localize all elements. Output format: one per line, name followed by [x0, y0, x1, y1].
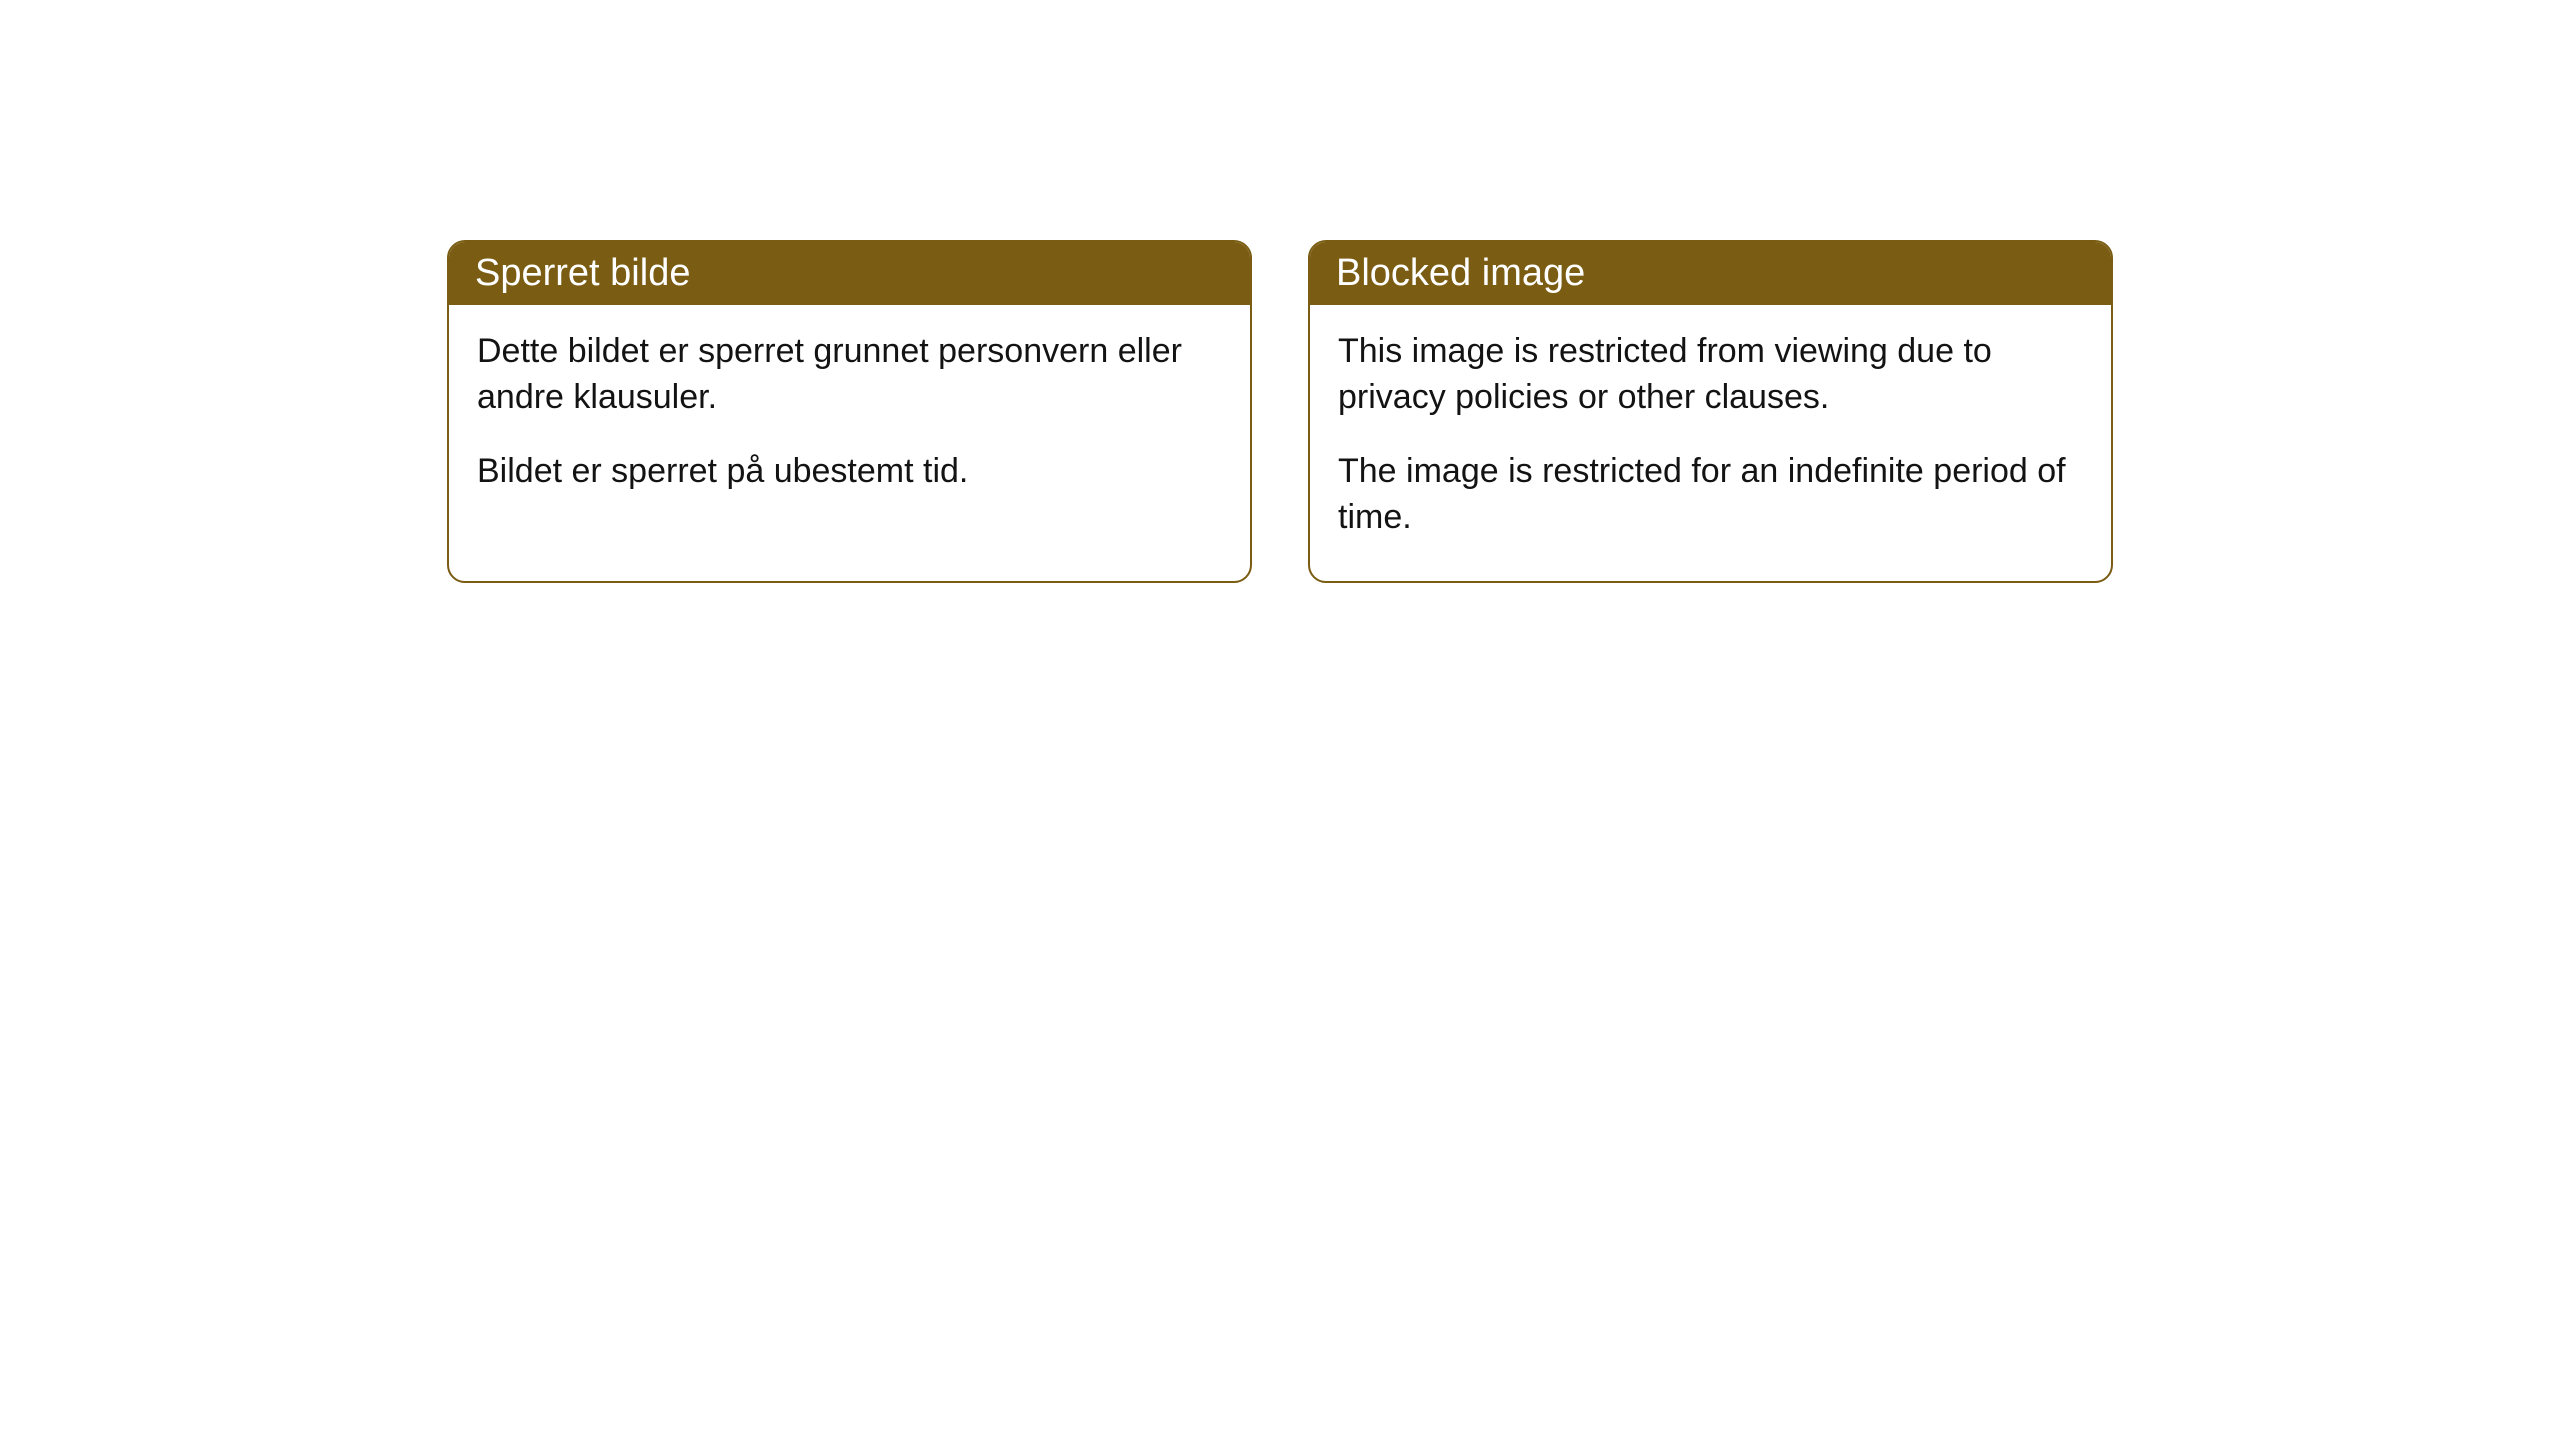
card-english: Blocked image This image is restricted f… — [1308, 240, 2113, 583]
card-header-english: Blocked image — [1310, 242, 2111, 305]
card-header-norwegian: Sperret bilde — [449, 242, 1250, 305]
cards-container: Sperret bilde Dette bildet er sperret gr… — [447, 240, 2113, 583]
card-paragraph: Dette bildet er sperret grunnet personve… — [477, 329, 1222, 421]
card-paragraph: This image is restricted from viewing du… — [1338, 329, 2083, 421]
card-paragraph: The image is restricted for an indefinit… — [1338, 449, 2083, 541]
card-body-norwegian: Dette bildet er sperret grunnet personve… — [449, 305, 1250, 535]
card-norwegian: Sperret bilde Dette bildet er sperret gr… — [447, 240, 1252, 583]
card-body-english: This image is restricted from viewing du… — [1310, 305, 2111, 581]
card-paragraph: Bildet er sperret på ubestemt tid. — [477, 449, 1222, 495]
